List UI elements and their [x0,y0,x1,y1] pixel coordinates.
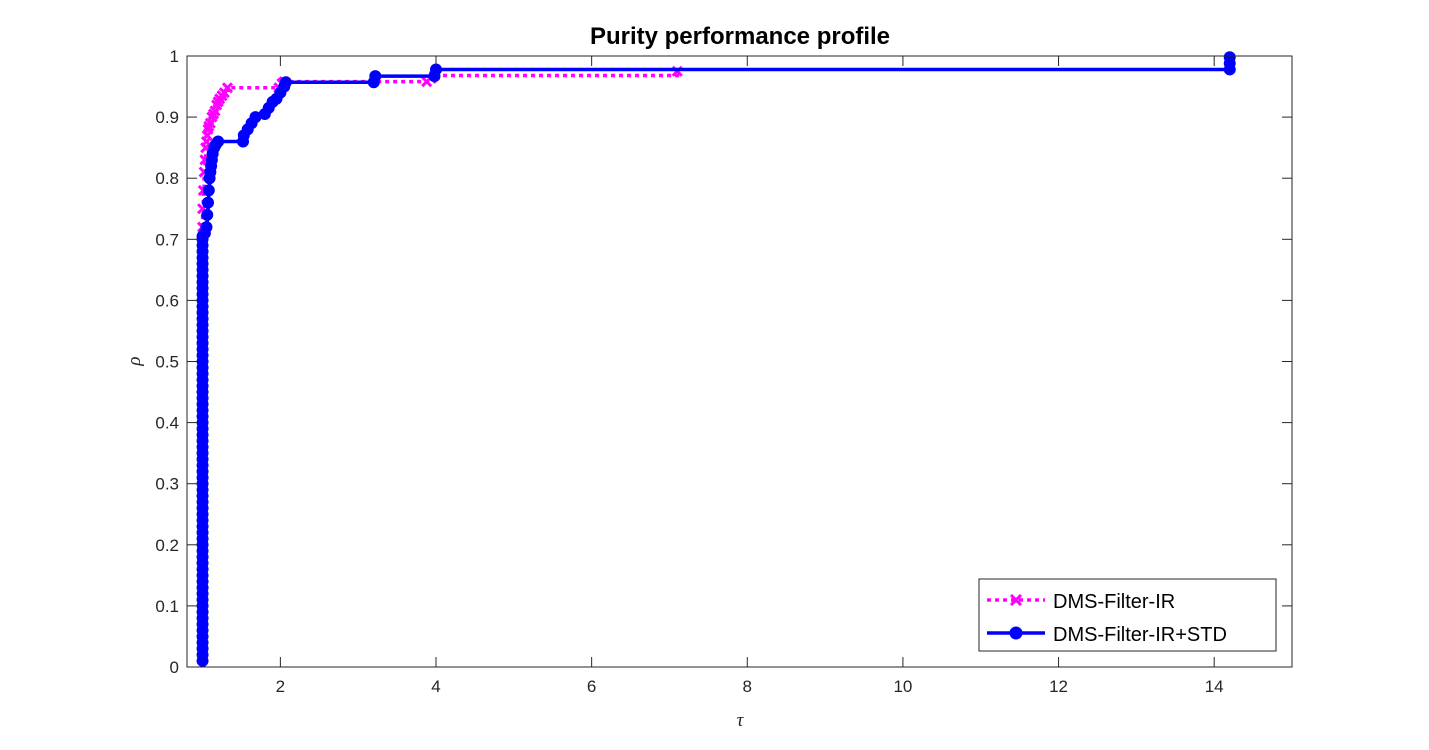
data-point-circle [201,208,214,221]
y-tick-label: 0.7 [155,230,179,249]
legend-sample-dms-filter-ir-std [987,626,1045,640]
plot-area-background [187,56,1292,667]
y-tick-label: 0.4 [155,414,179,433]
x-tick-label: 12 [1049,677,1068,696]
x-axis-ticks: 2 4 6 8 10 12 14 [276,56,1224,696]
y-tick-label: 0.1 [155,597,179,616]
y-axis-ticks: 0 0.1 0.2 0.3 0.4 0.5 0.6 0.7 0.8 0.9 1 [155,47,1292,677]
x-tick-label: 6 [587,677,596,696]
y-tick-label: 0.3 [155,475,179,494]
legend-label-dms-filter-ir-std: DMS-Filter-IR+STD [1053,624,1227,646]
series-dms-filter-ir-std [196,51,1236,667]
legend: DMS-Filter-IR DMS-Filter-IR+STD [978,578,1277,652]
x-axis-label: τ [737,710,745,731]
data-point-circle [202,196,215,209]
data-point-circle [200,221,213,234]
x-tick-label: 14 [1205,677,1224,696]
data-point-circle [369,70,382,83]
y-tick-label: 0.5 [155,353,179,372]
data-point-circle [279,76,292,89]
legend-marker-circle [1009,626,1023,640]
data-point-x [202,123,214,135]
data-point-x [221,82,234,94]
y-tick-label: 0.6 [155,291,179,310]
y-tick-label: 0 [170,658,179,677]
y-tick-label: 1 [170,47,179,66]
legend-box [978,578,1277,652]
y-tick-label: 0.2 [155,536,179,555]
data-point-circle [212,135,225,148]
data-point-circle [1223,51,1236,64]
data-point-circle [202,184,215,197]
y-axis-label: ρ [124,356,145,366]
legend-sample-dms-filter-ir [987,593,1045,607]
x-tick-label: 10 [893,677,912,696]
series-layer [196,51,1236,667]
x-tick-label: 2 [276,677,285,696]
y-tick-label: 0.8 [155,169,179,188]
chart-title: Purity performance profile [590,23,890,50]
y-tick-label: 0.9 [155,108,179,127]
legend-marker-x [1009,593,1023,607]
x-tick-label: 8 [743,677,752,696]
legend-label-dms-filter-ir: DMS-Filter-IR [1053,591,1175,613]
x-tick-label: 4 [431,677,440,696]
